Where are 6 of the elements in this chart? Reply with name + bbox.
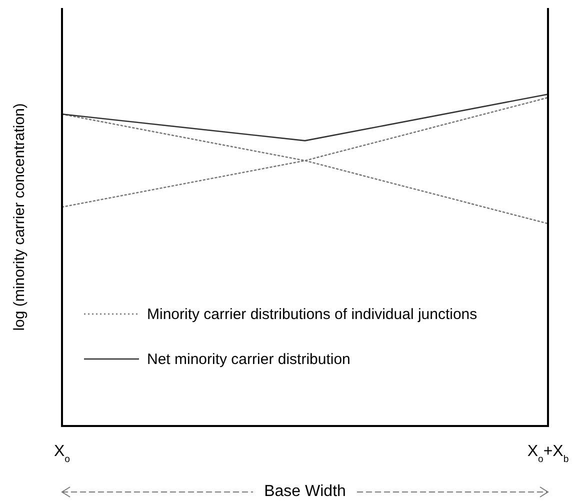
x-axis-title: Base Width <box>264 483 346 500</box>
y-axis-title: log (minority carrier concentration) <box>11 103 28 331</box>
legend-label: Minority carrier distributions of individual junctions <box>147 306 478 323</box>
x-tick-label: X$_{o}$ <box>54 443 70 464</box>
legend-label: Net minority carrier distribution <box>147 351 350 368</box>
x-tick-label: X$_{o}$+X$_{b}$ <box>527 443 569 464</box>
